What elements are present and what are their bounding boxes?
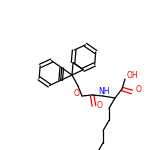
- Text: OH: OH: [126, 72, 138, 81]
- Text: O: O: [136, 84, 142, 93]
- Text: O: O: [97, 102, 103, 111]
- Text: O: O: [74, 88, 80, 98]
- Text: NH: NH: [98, 87, 110, 96]
